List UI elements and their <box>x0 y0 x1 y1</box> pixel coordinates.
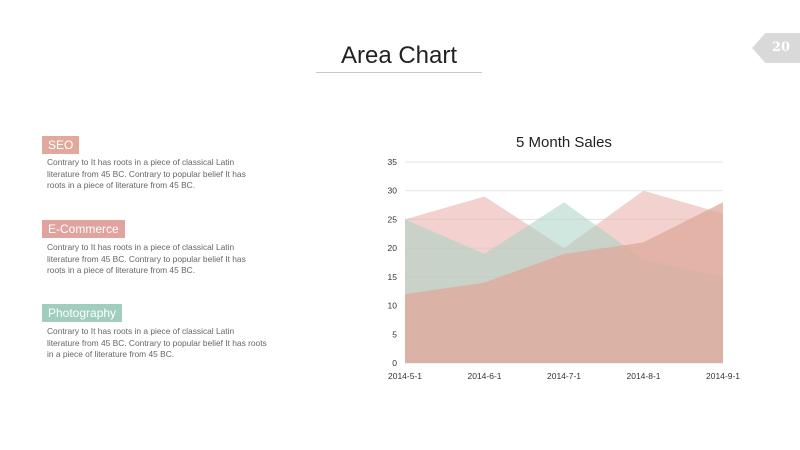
x-tick-label: 2014-9-1 <box>706 371 740 381</box>
text-line: roots in a piece of literature from 45 B… <box>47 180 196 191</box>
text-line: literature from 45 BC. Contrary to popul… <box>47 253 246 264</box>
y-tick-label: 25 <box>388 214 398 224</box>
area-series <box>405 190 723 363</box>
title-underline <box>316 72 482 73</box>
section-label-ecommerce: E-Commerce <box>42 220 125 238</box>
y-tick-label: 35 <box>388 157 398 167</box>
text-line: Contrary to It has roots in a piece of c… <box>47 242 235 252</box>
y-tick-label: 0 <box>392 358 397 368</box>
text-line: in a piece of literature from 45 BC. <box>47 349 175 360</box>
y-tick-label: 20 <box>388 243 398 253</box>
page-number: 20 <box>771 40 790 55</box>
y-tick-label: 10 <box>388 301 398 311</box>
section-label-photography: Photography <box>42 304 123 322</box>
section-text-ecommerce: Contrary to It has roots in a piece of c… <box>47 242 292 277</box>
section-text-photography: Contrary to It has roots in a piece of c… <box>47 326 292 361</box>
text-line: roots in a piece of literature from 45 B… <box>47 265 196 276</box>
chart-title: 5 Month Sales <box>516 134 612 151</box>
text-line: literature from 45 BC. Contrary to popul… <box>47 168 246 179</box>
section-label-seo: SEO <box>42 136 80 154</box>
x-axis-ticks: 2014-5-1 2014-6-1 2014-7-1 2014-8-1 2014-9-1 <box>388 371 740 381</box>
x-tick-label: 2014-5-1 <box>388 371 422 381</box>
section-text-seo: Contrary to It has roots in a piece of c… <box>47 157 292 192</box>
y-tick-label: 5 <box>392 329 397 339</box>
y-tick-label: 15 <box>388 272 398 282</box>
text-line: Contrary to It has roots in a piece of c… <box>47 326 235 336</box>
x-tick-label: 2014-6-1 <box>467 371 501 381</box>
y-axis-ticks: 0 5 10 15 20 25 30 35 <box>388 157 398 368</box>
y-tick-label: 30 <box>388 186 398 196</box>
text-line: Contrary to It has roots in a piece of c… <box>47 157 235 167</box>
x-tick-label: 2014-7-1 <box>547 371 581 381</box>
x-tick-label: 2014-8-1 <box>626 371 660 381</box>
text-line: literature from 45 BC. Contrary to popul… <box>47 337 267 348</box>
slide-title: Area Chart <box>340 42 458 69</box>
area-series-shape <box>405 202 723 363</box>
